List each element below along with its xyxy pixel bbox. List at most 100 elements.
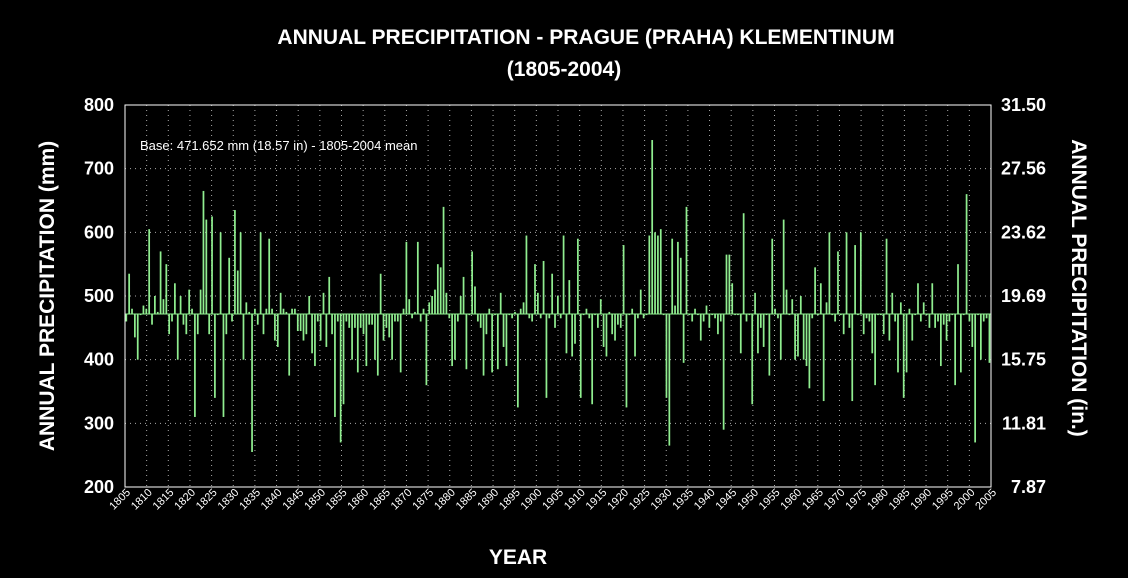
precipitation-bar — [897, 314, 899, 373]
precipitation-bar — [494, 314, 496, 316]
precipitation-bar — [794, 314, 796, 360]
precipitation-bar — [368, 314, 371, 325]
x-tick-label: 1840 — [259, 487, 285, 513]
precipitation-bar — [456, 314, 459, 322]
y-right-tick-label: 11.81 — [1002, 413, 1046, 433]
precipitation-bar — [496, 314, 499, 370]
precipitation-bar — [185, 314, 188, 335]
precipitation-bar — [559, 314, 562, 319]
precipitation-bar — [505, 314, 508, 367]
precipitation-bar — [814, 267, 816, 315]
x-tick-label: 1870 — [389, 487, 415, 513]
precipitation-bar — [642, 314, 645, 319]
precipitation-bar — [659, 229, 662, 315]
precipitation-bar — [637, 314, 639, 319]
precipitation-bar — [356, 314, 359, 373]
precipitation-bar — [714, 314, 716, 319]
precipitation-bar — [225, 314, 228, 335]
precipitation-bar — [891, 292, 894, 315]
precipitation-bar — [942, 314, 945, 325]
precipitation-bar — [762, 314, 765, 347]
precipitation-bar — [691, 314, 694, 322]
precipitation-bar — [214, 314, 216, 398]
x-tick-label: 2000 — [952, 487, 978, 513]
precipitation-bar — [622, 245, 625, 315]
precipitation-bar — [305, 314, 308, 335]
x-tick-label: 1820 — [172, 487, 198, 513]
precipitation-bar — [608, 311, 611, 315]
precipitation-bar — [145, 308, 148, 315]
precipitation-bar — [822, 314, 825, 402]
precipitation-bar — [579, 314, 582, 398]
precipitation-bar — [619, 314, 622, 328]
precipitation-bar — [259, 232, 262, 315]
precipitation-bar — [465, 314, 468, 370]
x-tick-label: 1940 — [692, 487, 718, 513]
precipitation-bar — [442, 206, 445, 315]
precipitation-bar — [694, 308, 696, 315]
precipitation-bar — [665, 314, 668, 398]
precipitation-bar — [219, 232, 222, 315]
precipitation-bar — [445, 292, 448, 315]
precipitation-bar — [651, 140, 654, 315]
precipitation-bar — [148, 229, 151, 315]
precipitation-bar — [754, 292, 756, 315]
plot-frame — [124, 104, 992, 488]
precipitation-bar — [551, 273, 554, 315]
precipitation-bar — [674, 305, 676, 315]
precipitation-bar — [571, 314, 574, 357]
x-tick-label: 1980 — [865, 487, 891, 513]
precipitation-bar — [885, 238, 888, 315]
precipitation-bar — [522, 302, 525, 315]
precipitation-bar — [602, 314, 605, 347]
precipitation-bar — [739, 314, 742, 354]
precipitation-bar — [374, 314, 376, 360]
precipitation-bar — [479, 314, 482, 328]
precipitation-bar — [136, 314, 139, 360]
precipitation-bar — [294, 308, 296, 315]
precipitation-bar — [385, 314, 388, 328]
precipitation-bar — [331, 314, 333, 335]
precipitation-bar — [731, 283, 734, 315]
precipitation-bar — [228, 257, 231, 315]
precipitation-bar — [276, 314, 279, 347]
precipitation-bar — [777, 314, 779, 319]
x-tick-label: 1900 — [519, 487, 545, 513]
precipitation-bar — [288, 314, 291, 376]
chart-title-line1: ANNUAL PRECIPITATION - PRAGUE (PRAHA) KL… — [277, 26, 894, 49]
precipitation-bar — [657, 235, 659, 315]
x-tick-label: 2005 — [973, 487, 999, 513]
precipitation-bar — [948, 314, 951, 322]
precipitation-bar — [256, 314, 259, 325]
precipitation-bar — [965, 194, 968, 315]
precipitation-bar — [980, 314, 982, 360]
precipitation-bar — [819, 283, 822, 315]
precipitation-bar — [902, 314, 905, 398]
x-tick-label: 1970 — [822, 487, 848, 513]
precipitation-bar — [922, 302, 925, 315]
precipitation-bar — [291, 308, 293, 315]
precipitation-bar — [831, 314, 834, 316]
x-tick-labels: 1805181018151820182518301835184018451850… — [107, 487, 999, 513]
precipitation-bar — [296, 314, 299, 332]
y-left-tick-label: 200 — [84, 477, 114, 497]
precipitation-bar — [336, 314, 339, 322]
precipitation-bar — [888, 314, 891, 341]
precipitation-bar — [562, 235, 565, 315]
precipitation-bar — [199, 289, 202, 315]
precipitation-bar — [679, 257, 682, 315]
chart-title-line2: (1805-2004) — [507, 58, 621, 81]
precipitation-bar — [848, 314, 851, 328]
precipitation-bar — [988, 314, 991, 363]
precipitation-bar — [316, 314, 319, 322]
precipitation-bar — [211, 216, 213, 315]
precipitation-bar — [882, 314, 885, 335]
precipitation-bar — [348, 314, 351, 328]
precipitation-bar — [782, 219, 785, 315]
precipitation-bar — [631, 308, 634, 315]
precipitation-bar — [874, 314, 876, 386]
precipitation-bar — [722, 314, 725, 430]
precipitation-bar — [514, 311, 516, 315]
precipitation-bar — [737, 314, 739, 316]
precipitation-bar — [234, 210, 236, 315]
